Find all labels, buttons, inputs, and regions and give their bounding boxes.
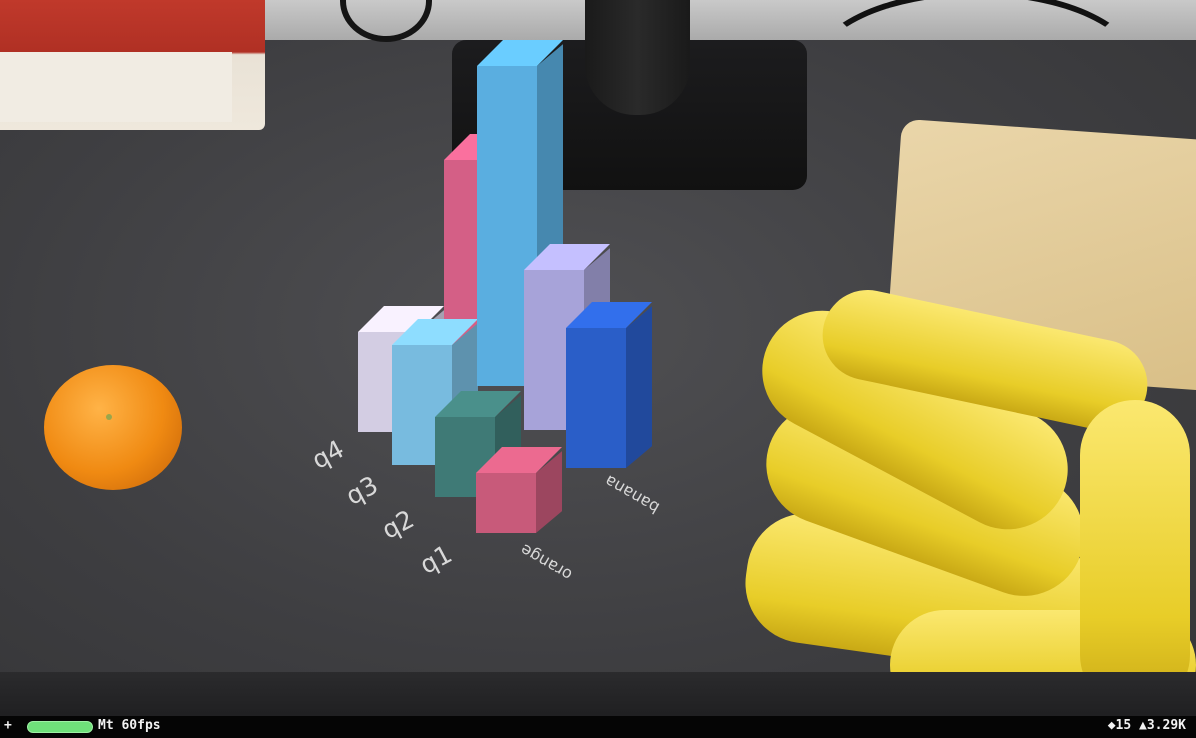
- bar-front-face: [566, 328, 626, 468]
- bar-q1-orange: [476, 447, 562, 533]
- fps-readout: Mt 60fps: [98, 718, 161, 733]
- tissue-box: [0, 0, 265, 130]
- desk-edge: [0, 672, 1196, 722]
- bar-q1-banana: [566, 302, 652, 468]
- stats-toggle-button[interactable]: +: [4, 718, 12, 733]
- monitor-stem: [585, 0, 690, 115]
- bar-side-face: [626, 306, 652, 468]
- stats-bar: + Mt 60fps ◆15 ▲3.29K: [0, 716, 1196, 738]
- scene-stats-readout: ◆15 ▲3.29K: [1107, 718, 1186, 733]
- bar-front-face: [476, 473, 536, 533]
- orange-stem-spot: [106, 414, 112, 420]
- frame-time-meter: [27, 721, 93, 733]
- real-orange: [44, 365, 182, 490]
